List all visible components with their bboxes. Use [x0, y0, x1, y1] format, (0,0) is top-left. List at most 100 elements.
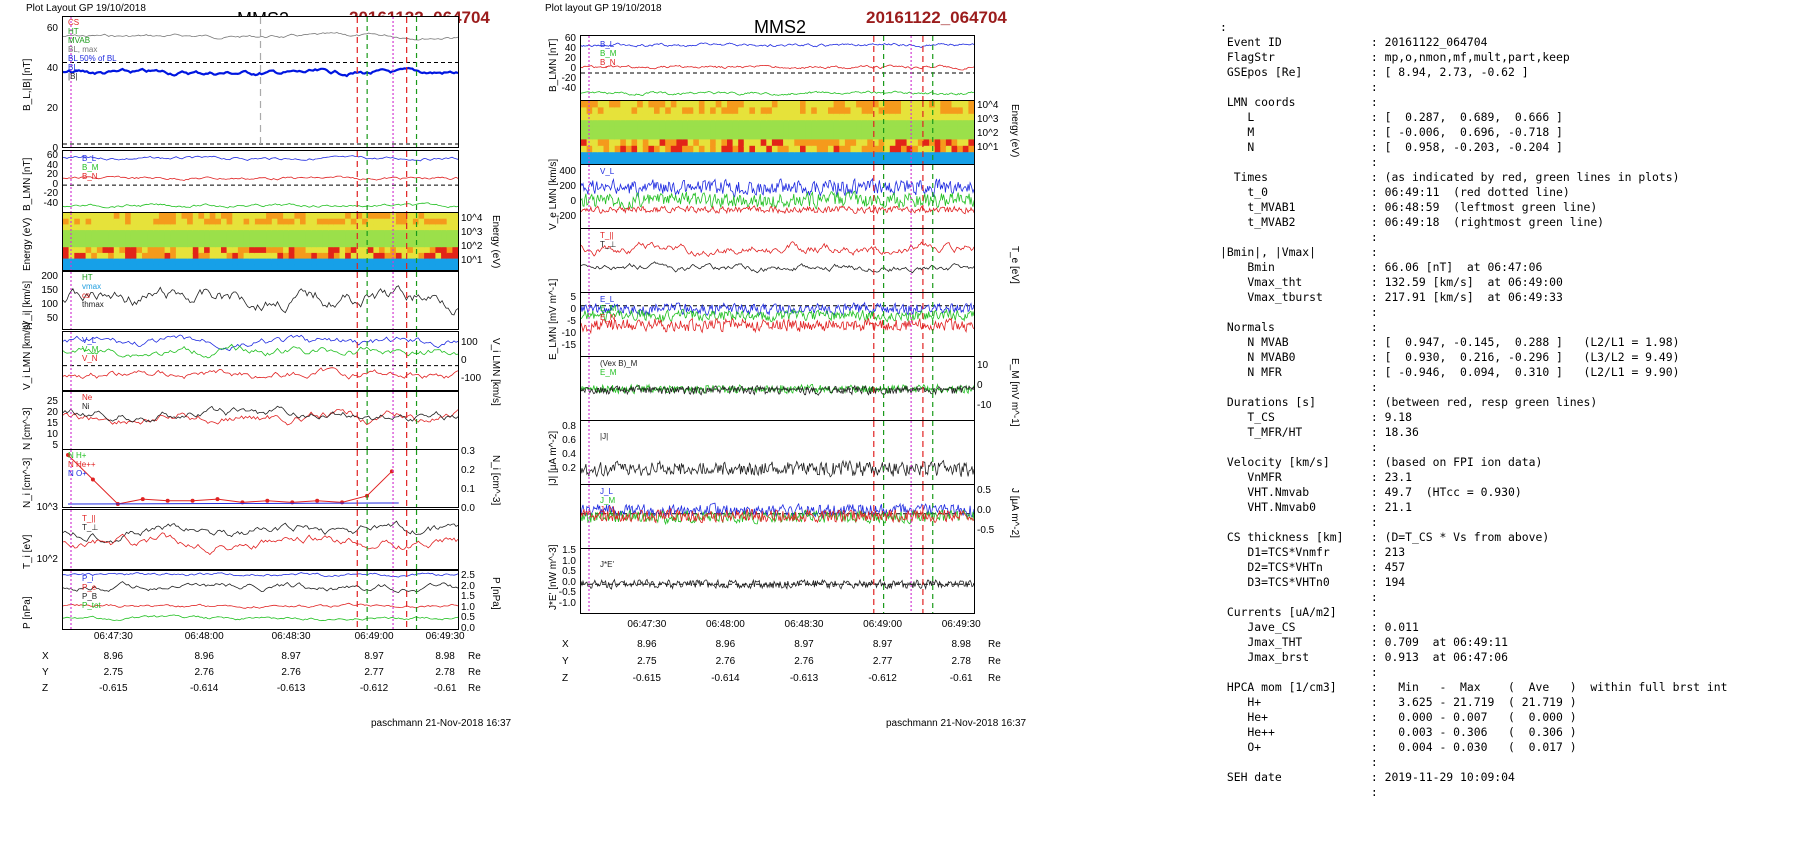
- spectrogram-cell: [816, 158, 824, 165]
- spectrogram-cell: [237, 264, 245, 270]
- spectrogram-cell: [901, 145, 908, 154]
- spectrogram-cell: [872, 107, 880, 115]
- left-legend-vlmn: V_L: [82, 336, 97, 345]
- spectrogram-cell: [446, 224, 454, 232]
- spectrogram-cell: [760, 139, 768, 147]
- left-panel-8: [62, 509, 459, 570]
- spectrogram-cell: [254, 241, 262, 249]
- info-line: Normals :: [1220, 320, 1378, 334]
- left-pos-value: 2.78: [435, 667, 455, 678]
- mid-legend-te: T_||: [600, 231, 614, 240]
- info-line: D1=TCS*Vnmfr : 213: [1220, 545, 1406, 559]
- spectrogram-cell: [878, 133, 886, 141]
- spectrogram-cell: [878, 120, 886, 128]
- spectrogram-cell: [721, 145, 728, 154]
- spectrogram-cell: [743, 152, 751, 160]
- spectrogram-cell: [895, 152, 902, 160]
- spectrogram-cell: [788, 139, 796, 147]
- spectrogram-cell: [822, 133, 829, 141]
- spectrogram-cell: [209, 224, 217, 232]
- spectrogram-cell: [760, 145, 768, 154]
- spectrogram-cell: [221, 252, 228, 260]
- spectrogram-cell: [884, 107, 891, 115]
- spectrogram-cell: [249, 224, 256, 232]
- spectrogram-cell: [249, 230, 256, 237]
- spectrogram-cell: [424, 235, 431, 243]
- spectrogram-cell: [221, 241, 228, 249]
- spectrogram-cell: [850, 133, 858, 141]
- spectrogram-cell: [665, 145, 672, 154]
- spectrogram-cell: [356, 230, 363, 237]
- spectrogram-cell: [446, 235, 454, 243]
- spectrogram-cell: [192, 230, 200, 237]
- spectrogram-cell: [755, 139, 762, 147]
- spectrogram-cell: [68, 264, 76, 270]
- spectrogram-cell: [732, 158, 740, 165]
- spectrogram-cell: [192, 252, 200, 260]
- mid-ytick-blmn: 0: [570, 63, 576, 74]
- spectrogram-cell: [743, 107, 751, 115]
- spectrogram-cell: [592, 158, 599, 165]
- spectrogram-cell: [597, 152, 605, 160]
- spectrogram-cell: [811, 107, 818, 115]
- spectrogram-cell: [727, 126, 734, 134]
- spectrogram-cell: [435, 213, 442, 220]
- spectrogram-cell: [856, 145, 863, 154]
- info-line: N MVAB0 : [ 0.930, 0.216, -0.296 ] (L3/L…: [1220, 350, 1680, 364]
- spectrogram-cell: [743, 120, 751, 128]
- spectrogram-cell: [659, 158, 667, 165]
- spectrogram-cell: [158, 230, 166, 237]
- mid-legend-elmn: E_N: [600, 313, 616, 322]
- spectrogram-cell: [783, 113, 790, 122]
- spectrogram-cell: [811, 139, 818, 147]
- spectrogram-cell: [181, 213, 189, 220]
- spectrogram-cell: [771, 152, 779, 160]
- spectrogram-cell: [850, 139, 858, 147]
- spectrogram-cell: [934, 158, 942, 165]
- spectrogram-cell: [379, 218, 386, 226]
- spectrogram-cell: [934, 107, 942, 115]
- spectrogram-cell: [670, 133, 678, 141]
- spectrogram-cell: [839, 120, 846, 128]
- spectrogram-cell: [204, 213, 211, 220]
- spectrogram-cell: [648, 152, 655, 160]
- spectrogram-cell: [614, 107, 622, 115]
- left-legend-b: MVAB: [68, 36, 91, 45]
- mid-ytick-elmn: -5: [567, 316, 576, 327]
- left-ytick-energy: 10^4: [461, 213, 483, 224]
- spectrogram-cell: [339, 264, 347, 270]
- spectrogram-cell: [625, 107, 633, 115]
- mid-legend-j: J_L: [600, 487, 613, 496]
- spectrogram-cell: [755, 120, 762, 128]
- spectrogram-cell: [962, 139, 970, 147]
- spectrogram-cell: [294, 241, 301, 249]
- mid-legend-blmn: B_L: [600, 40, 615, 49]
- spectrogram-cell: [142, 252, 149, 260]
- spectrogram-cell: [732, 152, 740, 160]
- spectrogram-cell: [962, 145, 970, 154]
- spectrogram-cell: [300, 252, 307, 260]
- spectrogram-cell: [181, 224, 189, 232]
- spectrogram-cell: [215, 235, 222, 243]
- spectrogram-cell: [693, 113, 700, 122]
- mid-panel-9: [580, 548, 975, 614]
- spectrogram-cell: [102, 241, 110, 249]
- spectrogram-cell: [401, 247, 409, 254]
- spectrogram-cell: [777, 139, 785, 147]
- spectrogram-cell: [766, 152, 773, 160]
- left-panel-3: [62, 212, 459, 271]
- spectrogram-cell: [283, 213, 290, 220]
- left-legend-ti: T_⊥: [82, 523, 99, 532]
- spectrogram-cell: [856, 139, 863, 147]
- spectrogram-cell: [170, 264, 177, 270]
- spectrogram-cell: [130, 218, 138, 226]
- spectrogram-cell: [968, 107, 974, 115]
- spectrogram-cell: [215, 218, 222, 226]
- spectrogram-cell: [249, 213, 256, 220]
- spectrogram-cell: [192, 235, 200, 243]
- spectrogram-cell: [833, 107, 841, 115]
- spectrogram-cell: [816, 133, 824, 141]
- spectrogram-cell: [192, 247, 200, 254]
- spectrogram-cell: [108, 258, 115, 266]
- spectrogram-cell: [316, 224, 324, 232]
